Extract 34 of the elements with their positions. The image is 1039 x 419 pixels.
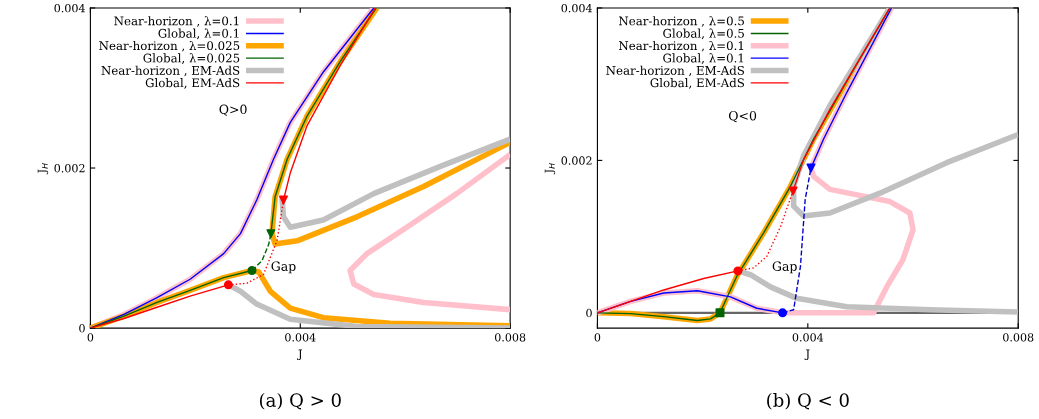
y-tick-label: 0.002 <box>561 156 592 165</box>
y-axis-title: J$_{H}$ <box>544 163 556 175</box>
legend-label: Near-horizon , EM-AdS <box>606 65 744 77</box>
x-tick-label: 0 <box>87 333 94 342</box>
legend-label: Global, λ=0.1 <box>158 28 239 40</box>
x-axis-title: J <box>297 349 302 360</box>
legend-label: Global, λ=0.5 <box>663 28 744 40</box>
x-tick-label: 0.004 <box>285 333 316 342</box>
legend-label: Near-horizon , EM-AdS <box>101 65 240 77</box>
annotation: Q>0 <box>219 104 247 116</box>
x-tick-label: 0.004 <box>792 333 824 342</box>
annotation: Q<0 <box>728 110 757 123</box>
legend-label: Global, λ=0.025 <box>143 53 240 64</box>
y-tick-label: 0.004 <box>561 3 592 13</box>
y-tick-label: 0.004 <box>54 3 85 13</box>
legend-label: Global, EM-AdS <box>650 78 744 89</box>
x-tick-label: 0 <box>594 333 601 342</box>
text: (a) Q > 0 <box>259 392 341 410</box>
legend-label: Global, λ=0.1 <box>663 53 744 64</box>
legend-label: Near-horizon , λ=0.1 <box>618 40 744 52</box>
y-tick-label: 0 <box>79 324 85 333</box>
legend-label: Near-horizon , λ=0.5 <box>618 16 744 27</box>
y-tick-label: 0.002 <box>54 163 85 173</box>
legend-label: Near-horizon , λ=0.025 <box>99 40 240 52</box>
y-tick-label: 0 <box>586 308 592 318</box>
annotation: Gap <box>772 261 797 274</box>
legend-label: Near-horizon , λ=0.1 <box>114 16 239 27</box>
y-axis-title: J$_{H}$ <box>37 163 49 175</box>
text: (b) Q < 0 <box>767 392 849 410</box>
annotation: Gap <box>271 261 296 274</box>
x-axis-title: J <box>804 349 810 360</box>
legend-label: Global, EM-AdS <box>145 78 240 89</box>
x-tick-label: 0.008 <box>494 333 526 342</box>
x-tick-label: 0.008 <box>1003 333 1034 342</box>
